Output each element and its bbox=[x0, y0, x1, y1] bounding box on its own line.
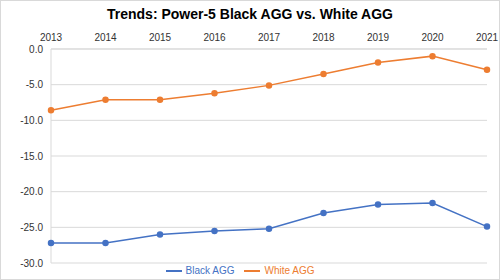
html-text:White AGG: White AGG bbox=[264, 264, 315, 276]
svg-text:-20.0: -20.0 bbox=[20, 186, 43, 197]
svg-text:2015: 2015 bbox=[149, 32, 172, 43]
svg-text:-10.0: -10.0 bbox=[20, 115, 43, 126]
svg-text:2020: 2020 bbox=[421, 32, 444, 43]
svg-text:2016: 2016 bbox=[203, 32, 226, 43]
svg-text:-25.0: -25.0 bbox=[20, 222, 43, 233]
svg-text:-30.0: -30.0 bbox=[20, 258, 43, 269]
svg-text:-5.0: -5.0 bbox=[26, 79, 44, 90]
html-text:Trends: Power-5 Black AGG vs.: Trends: Power-5 Black AGG vs. White AGG bbox=[107, 6, 393, 22]
svg-text:2019: 2019 bbox=[367, 32, 390, 43]
svg-text:2017: 2017 bbox=[258, 32, 281, 43]
svg-text:-15.0: -15.0 bbox=[20, 151, 43, 162]
svg-text:0.0: 0.0 bbox=[29, 44, 43, 55]
svg-text:2013: 2013 bbox=[40, 32, 63, 43]
svg-text:2018: 2018 bbox=[312, 32, 335, 43]
svg-text:2014: 2014 bbox=[94, 32, 117, 43]
html-text:Black AGG: Black AGG bbox=[185, 264, 235, 276]
svg-text:2021: 2021 bbox=[476, 32, 492, 43]
